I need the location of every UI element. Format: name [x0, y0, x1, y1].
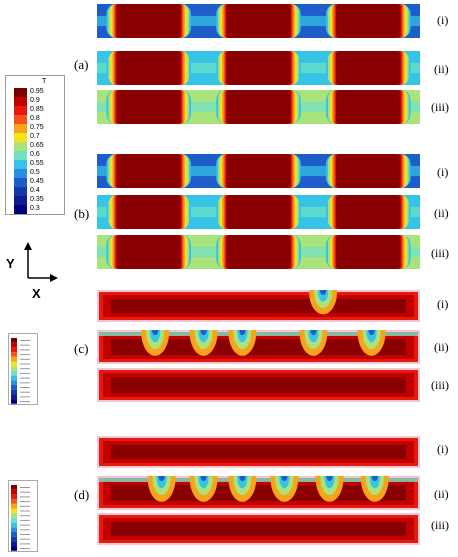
contour-b-iii — [97, 235, 420, 269]
group-label-d: (d) — [74, 487, 90, 502]
legend-level-label: 0.8 — [30, 115, 40, 122]
legend-level-label: 0.35 — [30, 196, 44, 203]
row-label-d-i: (i) — [437, 442, 449, 456]
group-label-a: (a) — [74, 57, 89, 72]
row-label-c-ii: (ii) — [434, 340, 449, 354]
legend-swatch — [14, 97, 27, 106]
row-label-c-iii: (iii) — [431, 378, 449, 392]
contour-c-i — [97, 290, 420, 322]
mini-colorbar-d — [8, 480, 38, 552]
contour-d-iii — [97, 513, 420, 545]
contour-a-iii — [97, 90, 420, 124]
row-label-a-ii: (ii) — [434, 62, 449, 76]
legend-swatch — [14, 169, 27, 178]
contour-a-ii — [97, 51, 420, 85]
contour-a-i — [97, 4, 420, 38]
contour-d-ii — [97, 476, 420, 510]
row-label-a-i: (i) — [437, 13, 449, 27]
row-label-d-iii: (iii) — [431, 518, 449, 532]
legend-level-label: 0.55 — [30, 160, 44, 167]
contour-c-ii — [97, 330, 420, 364]
group-label-c: (c) — [74, 341, 89, 356]
legend-level-label: 0.9 — [30, 97, 40, 104]
row-label-c-i: (i) — [437, 297, 449, 311]
mini-colorbar-graphic — [8, 480, 38, 552]
legend-swatch — [14, 133, 27, 142]
legend-swatch — [14, 196, 27, 205]
group-label-b: (b) — [74, 206, 90, 221]
legend-swatch — [14, 151, 27, 160]
legend-swatch — [14, 205, 27, 214]
legend-swatch — [14, 160, 27, 169]
axes-arrows — [24, 242, 58, 282]
contour-b-i — [97, 154, 420, 188]
row-label-b-i: (i) — [437, 165, 449, 179]
legend-swatch — [14, 124, 27, 133]
legend-level-label: 0.4 — [30, 187, 40, 194]
legend-level-label: 0.3 — [30, 205, 40, 212]
row-label-b-ii: (ii) — [434, 206, 449, 220]
row-label-d-ii: (ii) — [434, 487, 449, 501]
legend-swatch — [14, 106, 27, 115]
legend-swatch — [14, 178, 27, 187]
contour-c-iii — [97, 368, 420, 402]
legend-swatch — [14, 88, 27, 97]
x-axis-label: X — [32, 286, 41, 301]
legend-level-label: 0.45 — [30, 178, 44, 185]
mini-colorbar-c — [8, 333, 38, 405]
axes-indicator: Y X — [0, 240, 60, 301]
legend-level-label: 0.6 — [30, 151, 40, 158]
contour-b-ii — [97, 195, 420, 229]
legend-swatch — [14, 115, 27, 124]
row-label-b-iii: (iii) — [431, 246, 449, 260]
row-label-a-iii: (iii) — [431, 100, 449, 114]
legend-level-label: 0.7 — [30, 133, 40, 140]
legend-level-label: 0.85 — [30, 106, 44, 113]
mini-colorbar-graphic — [8, 333, 38, 405]
legend-level-label: 0.75 — [30, 124, 44, 131]
legend-level-label: 0.5 — [30, 169, 40, 176]
y-axis-label: Y — [6, 256, 15, 271]
contour-d-i — [97, 436, 420, 468]
colorbar-legend: T 0.95 0.9 0.85 0.8 0.75 0.7 0.65 0.6 0.55 0.5 0.4… — [5, 75, 65, 215]
legend-level-label: 0.65 — [30, 142, 44, 149]
legend-level-label: 0.95 — [30, 88, 44, 95]
legend-swatch — [14, 187, 27, 196]
legend-title: T — [42, 78, 47, 85]
legend-swatch — [14, 142, 27, 151]
